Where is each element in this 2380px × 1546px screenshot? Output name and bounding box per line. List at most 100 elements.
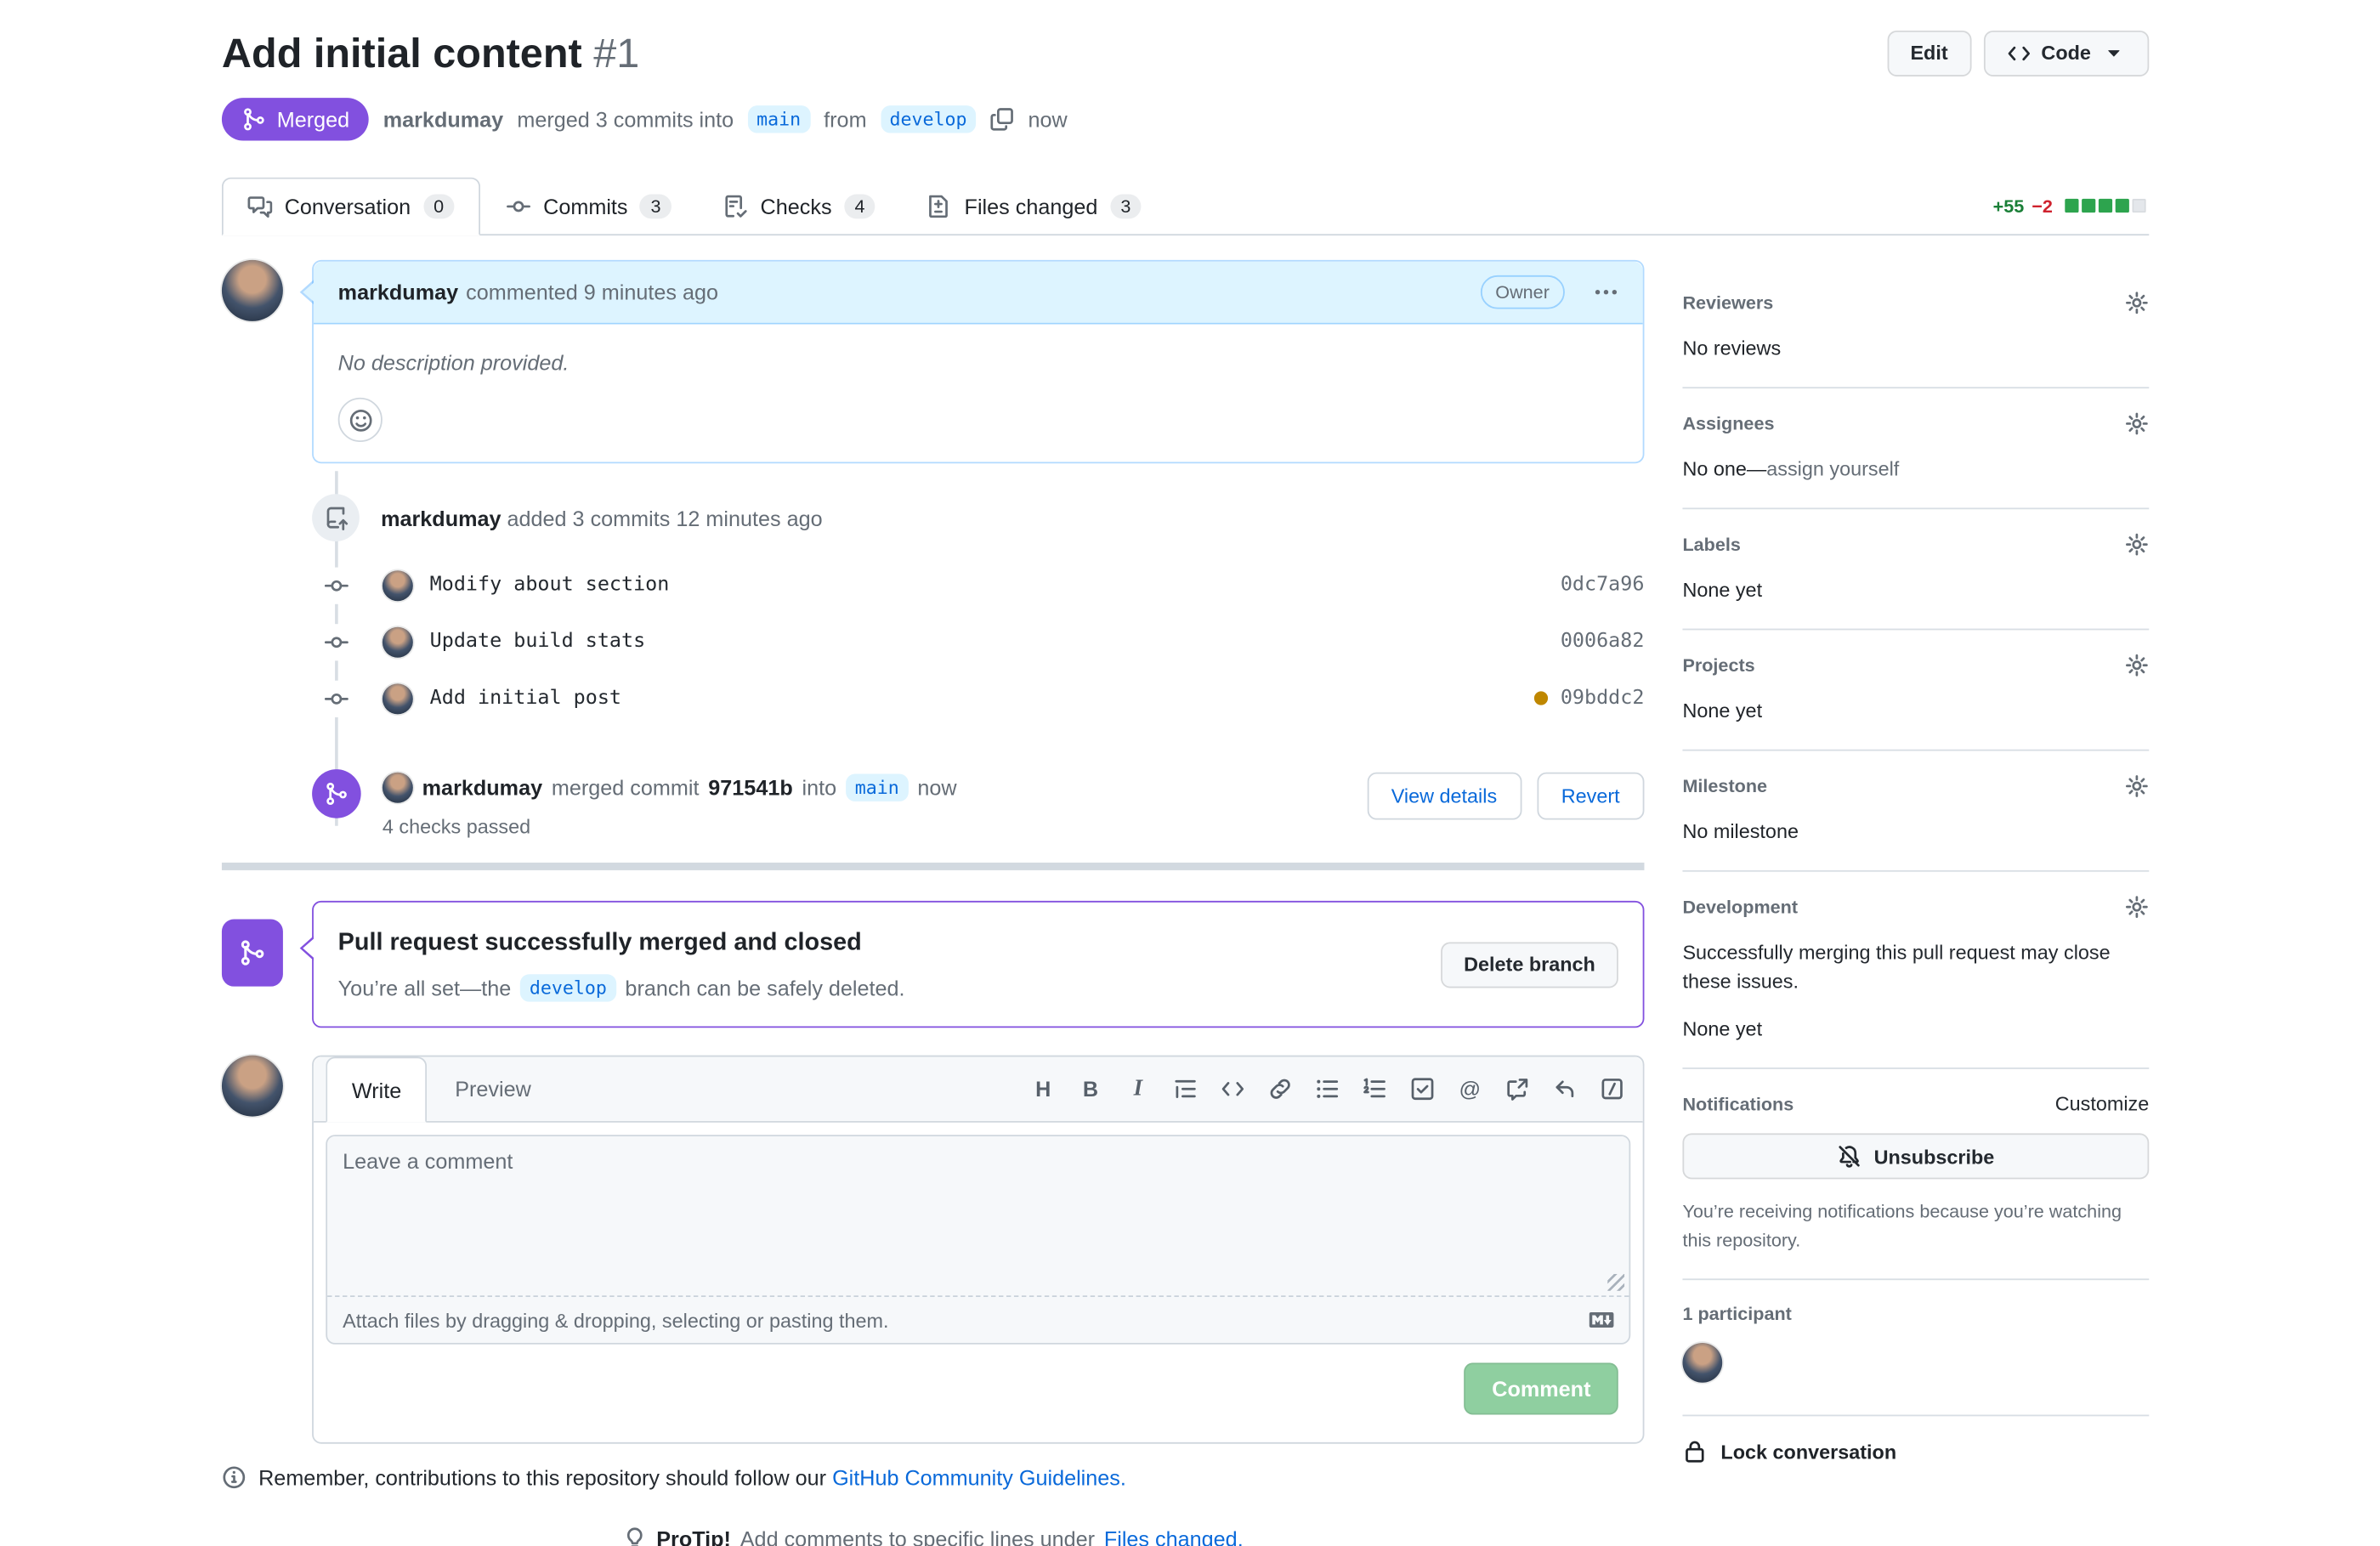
merge-event-time: now [917,775,957,801]
lock-conversation-button[interactable]: Lock conversation [1682,1440,2149,1464]
event-text: markdumay added 3 commits 12 minutes ago [381,506,823,530]
comment-meta[interactable]: commented 9 minutes ago [466,280,719,305]
attach-files-bar[interactable]: Attach files by dragging & dropping, sel… [327,1295,1629,1343]
merged-status-badge: Merged [221,98,370,141]
commit-status-dot[interactable] [1534,691,1549,705]
event-author-link[interactable]: markdumay [381,505,502,530]
gear-icon[interactable] [2124,411,2149,436]
checklist-icon [723,195,748,219]
labels-empty-text: None yet [1682,578,1763,602]
list-ordered-icon[interactable] [1363,1077,1387,1101]
diffstat-block [2082,198,2096,213]
tab-commits[interactable]: Commits 3 [480,178,697,235]
reply-icon[interactable] [1552,1077,1577,1101]
tab-preview[interactable]: Preview [455,1076,531,1101]
repo-push-icon [324,506,348,530]
tab-write[interactable]: Write [326,1056,428,1123]
commit-sha-link[interactable]: 0dc7a96 [1560,573,1645,597]
view-details-button[interactable]: View details [1366,772,1522,820]
gear-icon[interactable] [2124,774,2149,799]
comment-author-link[interactable]: markdumay [337,280,459,305]
event-description: added 3 commits 12 minutes ago [507,505,823,530]
comment-submit-button[interactable]: Comment [1464,1362,1618,1415]
copy-branch-icon[interactable] [990,107,1015,132]
protip-note: ProTip! Add comments to specific lines u… [222,1526,1645,1546]
comment-textarea[interactable] [327,1136,1629,1296]
header-actions: Edit Code [1887,30,2150,76]
add-reaction-button[interactable] [337,397,382,443]
mention-icon[interactable]: @ [1459,1076,1482,1101]
code-button[interactable]: Code [1983,30,2150,76]
merge-actions: View details Revert [1366,772,1645,820]
head-branch-label[interactable]: develop [520,974,616,1002]
assign-yourself-link[interactable]: assign yourself [1766,457,1900,481]
protip-files-changed-link[interactable]: Files changed. [1103,1526,1244,1546]
merged-commit-sha[interactable]: 971541b [708,775,793,801]
kebab-icon [1594,280,1618,304]
participant-avatar[interactable] [1682,1343,1723,1384]
cross-reference-icon[interactable] [1505,1077,1530,1101]
list-unordered-icon[interactable] [1316,1077,1340,1101]
chevron-down-icon [2101,42,2126,66]
head-branch-label[interactable]: develop [880,105,977,133]
tasklist-icon[interactable] [1410,1077,1435,1101]
bold-icon[interactable]: B [1082,1076,1099,1101]
code-icon [2006,42,2031,66]
kebab-menu-button[interactable] [1594,280,1618,304]
owner-badge: Owner [1480,275,1565,309]
commit-message-link[interactable]: Modify about section [429,573,670,597]
link-icon[interactable] [1268,1077,1293,1101]
diffstat-additions: +55 [1992,195,2025,217]
edit-button[interactable]: Edit [1887,30,1971,76]
gear-icon[interactable] [2124,653,2149,677]
gear-icon[interactable] [2124,532,2149,557]
commit-sha-link[interactable]: 0006a82 [1560,630,1645,654]
tab-conversation[interactable]: Conversation 0 [221,177,481,236]
commit-sha-link[interactable]: 09bddc2 [1560,686,1645,710]
file-diff-icon [927,195,952,219]
base-branch-label[interactable]: main [845,773,909,801]
merged-box-caret-inner [303,937,315,960]
unsubscribe-button[interactable]: Unsubscribe [1682,1133,2150,1180]
gear-icon[interactable] [2124,291,2149,315]
lock-conversation-label: Lock conversation [1720,1440,1897,1464]
tab-files-changed[interactable]: Files changed 3 [902,178,1168,235]
checks-passed-link[interactable]: 4 checks passed [382,815,531,839]
community-guidelines-link[interactable]: GitHub Community Guidelines. [832,1464,1126,1490]
avatar[interactable] [382,569,413,601]
heading-icon[interactable]: H [1035,1076,1051,1101]
merge-author-link[interactable]: markdumay [422,775,543,801]
diffstat-block [2115,198,2129,213]
development-empty-text: None yet [1682,1017,1763,1040]
git-merge-icon [239,939,266,966]
commit-message-link[interactable]: Add initial post [429,686,622,710]
quote-icon[interactable] [1173,1077,1198,1101]
customize-link[interactable]: Customize [2054,1091,2150,1115]
avatar[interactable] [382,772,413,803]
sidebar: Reviewers No reviews Assignees No one—as… [1682,291,2150,1488]
code-icon[interactable] [1221,1077,1245,1101]
tab-checks[interactable]: Checks 4 [698,178,902,235]
avatar[interactable] [382,626,413,657]
pr-tabnav: Conversation 0 Commits 3 Checks 4 Files … [221,177,2150,236]
commit-message-link[interactable]: Update build stats [429,630,646,654]
italic-icon[interactable]: I [1133,1076,1143,1101]
revert-button[interactable]: Revert [1536,772,1645,820]
avatar[interactable] [382,682,413,714]
commit-list: Modify about section 0dc7a96 Update buil… [222,557,1645,727]
markdown-icon [1590,1308,1614,1333]
commit-row: Modify about section 0dc7a96 [222,557,1645,614]
pr-status-row: Merged markdumay merged 3 commits into m… [221,98,2149,178]
info-icon [222,1465,246,1490]
delete-branch-button[interactable]: Delete branch [1441,941,1618,988]
section-title: Reviewers [1682,292,1774,314]
base-branch-label[interactable]: main [747,105,810,133]
tab-label: Files changed [964,194,1098,219]
gear-icon[interactable] [2124,895,2149,920]
comment-caret-inner [303,281,315,303]
slash-command-icon[interactable] [1600,1077,1624,1101]
tab-label: Conversation [284,194,411,219]
notifications-caption: You’re receiving notifications because y… [1682,1200,2122,1251]
avatar[interactable] [221,259,283,321]
pr-author-link[interactable]: markdumay [382,106,504,132]
